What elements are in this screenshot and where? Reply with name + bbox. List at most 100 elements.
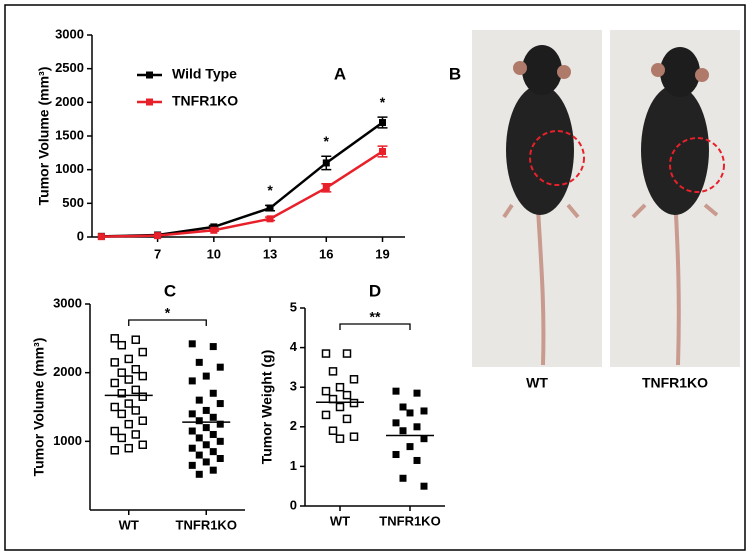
data-point xyxy=(195,434,203,442)
data-point xyxy=(349,375,359,384)
data-point xyxy=(392,387,400,395)
data-point xyxy=(321,386,331,396)
data-point xyxy=(349,398,359,408)
data-point xyxy=(406,409,414,417)
data-point xyxy=(406,443,414,451)
data-point xyxy=(399,403,407,411)
data-point xyxy=(131,364,140,374)
photo-caption: WT xyxy=(526,375,548,391)
panel-label: D xyxy=(369,281,381,300)
y-tick-label: 1500 xyxy=(55,127,84,142)
data-point xyxy=(413,423,421,431)
data-point xyxy=(110,358,119,367)
data-point xyxy=(335,434,345,443)
x-tick-label: 19 xyxy=(375,246,389,261)
significance: * xyxy=(380,94,386,110)
data-point xyxy=(379,119,387,127)
data-point xyxy=(117,433,126,443)
mouse-head xyxy=(660,47,700,97)
panel-label: C xyxy=(164,281,176,300)
significance: ** xyxy=(370,309,381,325)
data-point xyxy=(216,420,224,428)
data-point xyxy=(110,402,119,412)
data-point xyxy=(209,413,217,421)
data-point xyxy=(209,466,217,474)
data-point xyxy=(188,340,196,348)
data-point xyxy=(195,470,203,478)
data-point xyxy=(202,441,210,449)
data-point xyxy=(131,430,140,439)
data-point xyxy=(188,461,196,469)
data-point xyxy=(124,443,133,453)
y-tick-label: 2 xyxy=(290,418,297,433)
significance-bracket xyxy=(339,323,411,330)
data-point xyxy=(138,416,147,425)
data-point xyxy=(117,389,126,398)
panel-label: A xyxy=(334,64,346,83)
data-point xyxy=(322,184,330,192)
data-point xyxy=(138,440,147,450)
tumor-circle xyxy=(529,130,585,186)
data-point xyxy=(138,392,147,401)
data-point xyxy=(342,390,352,400)
y-axis-label: Tumor Volume (mm³) xyxy=(31,338,47,477)
data-point xyxy=(209,448,217,456)
data-point xyxy=(335,382,345,392)
data-point xyxy=(131,385,140,395)
data-point xyxy=(321,349,331,358)
data-point xyxy=(399,474,407,482)
data-point xyxy=(124,399,133,408)
x-tick-label: TNFR1KO xyxy=(176,517,237,532)
data-point xyxy=(188,444,196,452)
data-point xyxy=(392,451,400,459)
data-point xyxy=(110,378,119,388)
y-tick-label: 2000 xyxy=(53,364,82,379)
x-tick-label: 10 xyxy=(207,246,221,261)
y-tick-label: 1 xyxy=(290,458,297,473)
feet xyxy=(631,203,719,219)
ear xyxy=(557,65,571,79)
data-point xyxy=(349,432,359,441)
data-point xyxy=(392,419,400,427)
y-tick-label: 5 xyxy=(290,299,297,314)
data-point xyxy=(420,482,428,490)
y-tick-label: 0 xyxy=(290,497,297,512)
x-tick-label: TNFR1KO xyxy=(379,513,440,528)
y-axis-label: Tumor Weight (g) xyxy=(259,350,275,465)
significance-bracket xyxy=(128,319,207,326)
data-point xyxy=(209,343,217,351)
legend-marker xyxy=(146,71,153,79)
photo-caption: TNFR1KO xyxy=(642,375,708,391)
data-point xyxy=(413,456,421,464)
photo-ko xyxy=(610,30,740,367)
y-tick-label: 1000 xyxy=(55,161,84,176)
data-point xyxy=(202,458,210,466)
data-point xyxy=(216,363,224,371)
data-point xyxy=(117,340,126,350)
feet xyxy=(502,203,580,219)
x-tick-label: 13 xyxy=(263,246,277,261)
photo-wt xyxy=(472,30,602,367)
data-point xyxy=(328,367,338,376)
data-point xyxy=(328,426,338,436)
panel-label: B xyxy=(449,64,461,83)
mouse-body xyxy=(506,85,574,215)
y-tick-label: 3000 xyxy=(53,295,82,310)
y-axis-label: Tumor Volume (mm³) xyxy=(36,67,52,206)
significance: * xyxy=(324,133,330,149)
y-tick-label: 3 xyxy=(290,379,297,394)
data-point xyxy=(420,407,428,415)
data-point xyxy=(266,215,274,223)
data-point xyxy=(188,427,196,435)
significance: * xyxy=(165,305,171,321)
x-tick-label: 7 xyxy=(154,246,161,261)
data-point xyxy=(138,347,147,357)
data-point xyxy=(195,358,203,366)
data-point xyxy=(321,410,331,420)
data-point xyxy=(154,232,162,240)
legend-label: TNFR1KO xyxy=(172,93,238,109)
data-point xyxy=(202,424,210,432)
y-tick-label: 2000 xyxy=(55,94,84,109)
y-tick-label: 0 xyxy=(77,228,84,243)
data-point xyxy=(266,204,274,212)
